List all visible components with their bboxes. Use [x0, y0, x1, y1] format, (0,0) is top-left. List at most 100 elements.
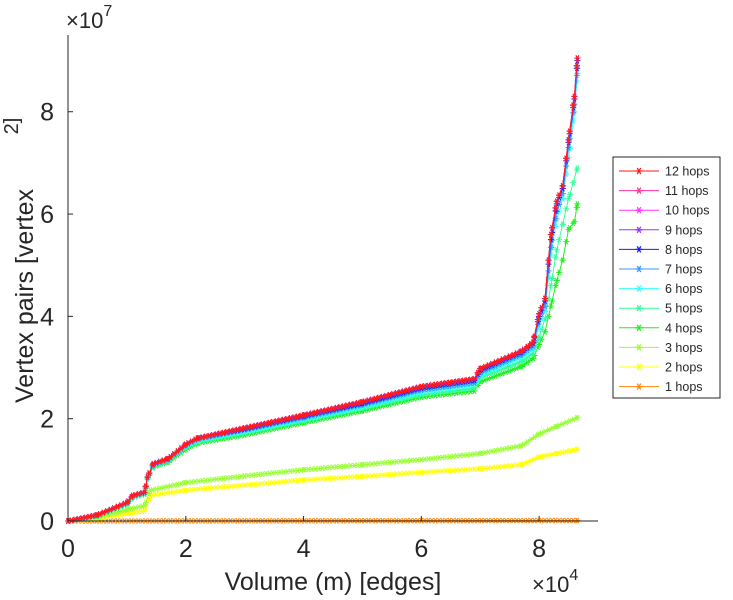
- data-point-marker: [280, 416, 287, 423]
- data-point-marker: [142, 499, 149, 506]
- data-point-marker: [563, 206, 570, 212]
- data-point-marker: [538, 453, 545, 460]
- y-ticks: 0 2 4 6 8: [40, 99, 73, 536]
- data-point-marker: [167, 453, 174, 460]
- data-point-marker: [153, 486, 160, 492]
- series-9-hops: [65, 55, 581, 524]
- data-point-marker: [566, 128, 573, 135]
- series-6-hops: [65, 70, 581, 524]
- data-point-marker: [460, 377, 467, 384]
- legend-item[interactable]: 12 hops: [619, 165, 709, 179]
- legend-marker-icon: [635, 285, 643, 292]
- data-point-marker: [238, 425, 245, 432]
- legend-item[interactable]: 3 hops: [619, 341, 703, 355]
- legend-label: 8 hops: [665, 243, 703, 257]
- data-point-marker: [418, 383, 425, 390]
- data-point-marker: [174, 448, 181, 454]
- data-point-marker: [538, 336, 545, 343]
- data-point-marker: [510, 444, 517, 451]
- data-point-marker: [556, 269, 563, 276]
- data-point-marker: [344, 402, 351, 409]
- data-point-marker: [450, 379, 457, 385]
- plot-area: [65, 55, 581, 524]
- data-point-marker: [135, 508, 142, 515]
- data-point-marker: [156, 458, 163, 465]
- legend-item[interactable]: 7 hops: [619, 263, 703, 277]
- series-line: [67, 68, 578, 522]
- data-point-marker: [82, 514, 89, 521]
- series-10-hops: [65, 55, 581, 524]
- legend-item[interactable]: 6 hops: [619, 282, 703, 296]
- data-point-marker: [436, 381, 442, 387]
- data-point-marker: [536, 310, 543, 317]
- data-point-marker: [457, 377, 464, 384]
- data-point-marker: [156, 491, 163, 497]
- data-point-marker: [132, 491, 139, 498]
- series-line: [67, 60, 578, 522]
- legend-item[interactable]: 8 hops: [619, 243, 703, 257]
- data-point-marker: [496, 447, 503, 453]
- legend-item[interactable]: 10 hops: [619, 204, 709, 218]
- data-point-marker: [481, 449, 488, 456]
- data-point-marker: [563, 155, 570, 162]
- legend-item[interactable]: 1 hops: [619, 380, 703, 394]
- data-point-marker: [379, 393, 386, 400]
- data-point-marker: [252, 422, 259, 429]
- data-point-marker: [351, 400, 358, 407]
- data-point-marker: [570, 179, 577, 186]
- data-point-marker: [227, 428, 234, 434]
- data-point-marker: [284, 415, 291, 422]
- data-point-marker: [565, 195, 572, 202]
- data-point-marker: [141, 489, 148, 496]
- data-point-marker: [559, 221, 566, 228]
- data-point-marker: [266, 419, 273, 426]
- data-point-marker: [141, 507, 148, 514]
- data-point-marker: [178, 445, 185, 451]
- data-point-marker: [485, 449, 492, 455]
- data-point-marker: [79, 515, 86, 521]
- data-point-marker: [383, 392, 389, 399]
- data-point-marker: [570, 102, 577, 108]
- data-point-marker: [86, 513, 93, 520]
- data-point-marker: [559, 449, 566, 456]
- data-point-marker: [142, 483, 149, 490]
- data-point-marker: [553, 198, 560, 205]
- legend-marker-icon: [635, 167, 643, 175]
- data-point-marker: [125, 506, 132, 513]
- series-line: [67, 73, 578, 522]
- x-tick-label: 0: [61, 535, 75, 563]
- x-ticks: 0 2 4 6 8: [61, 516, 546, 563]
- data-point-marker: [167, 489, 174, 496]
- data-point-marker: [492, 447, 499, 454]
- legend-item[interactable]: 4 hops: [619, 321, 703, 335]
- data-point-marker: [566, 191, 573, 198]
- data-point-marker: [273, 418, 280, 424]
- data-point-marker: [153, 459, 160, 466]
- data-point-marker: [368, 396, 375, 403]
- legend-item[interactable]: 2 hops: [619, 361, 703, 375]
- data-point-marker: [489, 448, 495, 455]
- data-point-marker: [234, 426, 241, 433]
- legend-item[interactable]: 11 hops: [619, 184, 709, 198]
- data-point-marker: [132, 504, 139, 511]
- data-point-marker: [390, 390, 397, 397]
- data-point-marker: [141, 502, 148, 509]
- legend-item[interactable]: 9 hops: [619, 223, 703, 237]
- y-tick-label: 8: [40, 99, 54, 127]
- data-point-marker: [160, 457, 167, 464]
- x-tick-label: 8: [532, 535, 546, 563]
- legend-item[interactable]: 5 hops: [619, 302, 703, 316]
- data-point-marker: [326, 406, 333, 413]
- data-point-marker: [248, 423, 255, 430]
- data-point-marker: [411, 385, 418, 392]
- data-point-marker: [547, 231, 554, 238]
- y-axis-label-superscript: 2]: [1, 118, 23, 135]
- x-multiplier-exp: 4: [569, 567, 578, 584]
- data-point-marker: [333, 404, 340, 411]
- data-point-marker: [206, 432, 213, 439]
- data-point-marker: [520, 346, 527, 353]
- data-point-marker: [574, 517, 581, 524]
- data-point-marker: [492, 373, 499, 379]
- legend-label: 3 hops: [665, 341, 703, 355]
